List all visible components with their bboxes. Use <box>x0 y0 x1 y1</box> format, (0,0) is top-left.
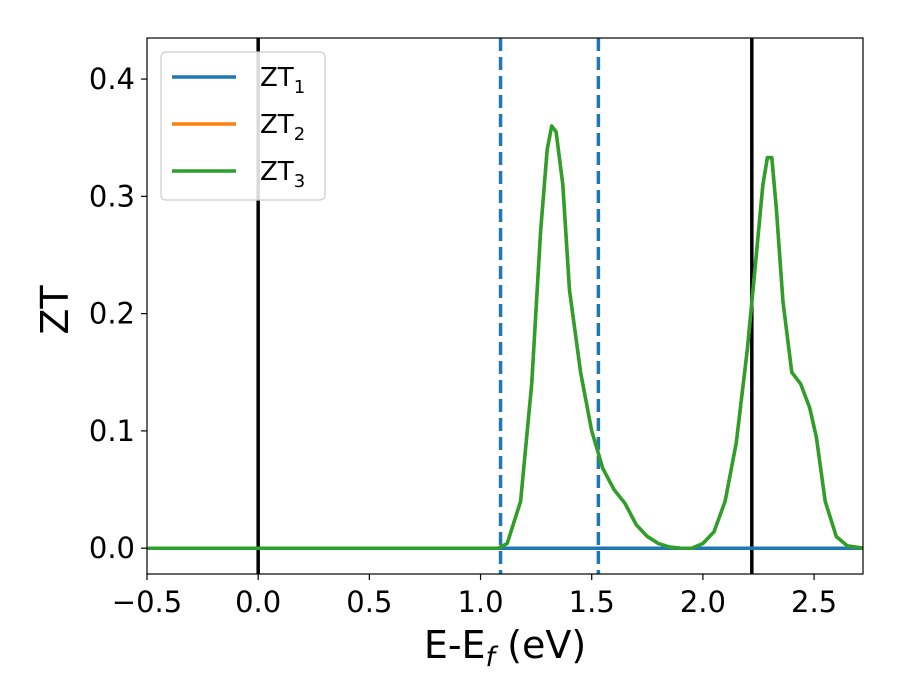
y-axis-label: ZT <box>33 285 77 335</box>
legend: ZT1 ZT2 ZT3 <box>160 51 326 201</box>
x-tick-label: 0.5 <box>346 585 392 619</box>
x-axis: −0.5 0.0 0.5 1.0 1.5 2.0 2.5 <box>112 574 837 619</box>
plot-content <box>147 38 863 574</box>
legend-label-zt3: ZT3 <box>260 157 305 192</box>
x-tick-label: 2.5 <box>791 585 837 619</box>
y-axis: 0.0 0.1 0.2 0.3 0.4 <box>89 62 147 565</box>
x-tick-label: −0.5 <box>112 585 182 619</box>
y-tick-label: 0.2 <box>89 297 135 331</box>
x-axis-label: E-Ef (eV) <box>424 623 586 673</box>
y-tick-label: 0.3 <box>89 179 135 213</box>
plot-frame <box>146 37 864 575</box>
x-tick-label: 1.0 <box>457 585 503 619</box>
x-axis-label-unit: (eV) <box>495 623 586 667</box>
y-tick-label: 0.1 <box>89 414 135 448</box>
y-tick-label: 0.4 <box>89 62 135 96</box>
x-tick-label: 2.0 <box>680 585 726 619</box>
x-tick-label: 0.0 <box>235 585 281 619</box>
legend-label-zt2: ZT2 <box>260 110 305 145</box>
legend-box <box>160 51 326 201</box>
legend-label-zt1: ZT1 <box>260 63 305 98</box>
y-tick-label: 0.0 <box>89 531 135 565</box>
series-line-zt3 <box>147 124 863 550</box>
x-tick-label: 1.5 <box>569 585 615 619</box>
